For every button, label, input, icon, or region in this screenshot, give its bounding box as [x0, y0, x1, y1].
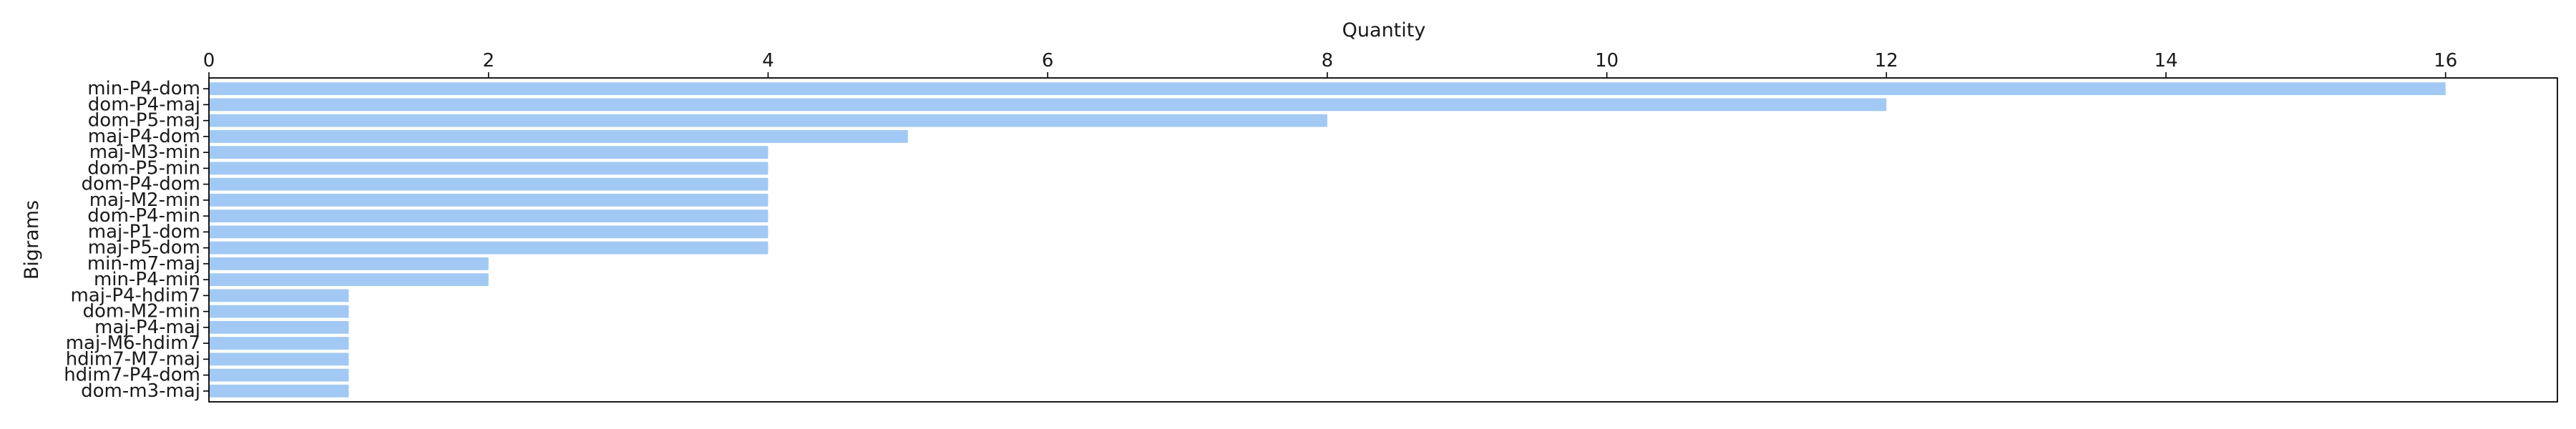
category-label: maj-P1-dom — [88, 221, 200, 242]
category-label: dom-P5-maj — [88, 110, 200, 132]
bar — [209, 289, 349, 302]
category-label: dom-P4-maj — [88, 94, 200, 115]
category-label: maj-M6-hdim7 — [66, 332, 200, 354]
x-tick-label: 4 — [762, 50, 774, 72]
bar — [209, 114, 1327, 127]
category-label: min-P4-dom — [87, 78, 200, 99]
category-label: maj-P5-dom — [88, 237, 200, 259]
x-tick-label: 0 — [203, 50, 215, 72]
category-label: min-P4-min — [94, 269, 200, 290]
bar — [209, 193, 769, 207]
bar — [209, 273, 489, 287]
category-label: maj-P4-hdim7 — [70, 285, 200, 306]
bar — [209, 337, 349, 350]
bar — [209, 352, 349, 366]
category-label: dom-P4-dom — [82, 174, 200, 195]
bar — [209, 225, 769, 239]
x-tick-label: 8 — [1322, 50, 1334, 72]
category-label: maj-M2-min — [89, 189, 200, 211]
bar — [209, 82, 2446, 96]
category-label: dom-M2-min — [82, 301, 200, 322]
x-axis-title: Quantity — [1342, 19, 1426, 41]
bar — [209, 98, 1887, 112]
plot-area: min-P4-domdom-P4-majdom-P5-majmaj-P4-dom… — [64, 50, 2558, 403]
category-label: maj-P4-dom — [88, 126, 200, 147]
x-tick-label: 6 — [1042, 50, 1054, 72]
bar — [209, 129, 908, 143]
bar — [209, 209, 769, 223]
x-tick-label: 10 — [1595, 50, 1619, 72]
category-label: maj-M3-min — [89, 142, 200, 163]
bar — [209, 320, 349, 334]
bar — [209, 384, 349, 398]
category-label: dom-P4-min — [87, 205, 200, 227]
category-label: hdim7-M7-maj — [66, 348, 200, 370]
bar — [209, 177, 769, 191]
bar — [209, 305, 349, 318]
bar — [209, 162, 769, 175]
category-label: dom-m3-maj — [81, 380, 200, 402]
category-label: min-m7-maj — [87, 253, 200, 275]
x-tick-label: 16 — [2434, 50, 2457, 72]
category-label: maj-P4-maj — [94, 317, 200, 338]
bar — [209, 146, 769, 159]
x-tick-label: 14 — [2154, 50, 2177, 72]
bar — [209, 368, 349, 382]
bar — [209, 241, 769, 255]
category-label: hdim7-P4-dom — [64, 365, 200, 386]
x-tick-label: 2 — [482, 50, 494, 72]
category-label: dom-P5-min — [87, 157, 200, 179]
y-axis-title: Bigrams — [21, 200, 43, 280]
x-tick-label: 12 — [1875, 50, 1898, 72]
plot-frame — [208, 77, 2558, 403]
bar — [209, 257, 489, 270]
